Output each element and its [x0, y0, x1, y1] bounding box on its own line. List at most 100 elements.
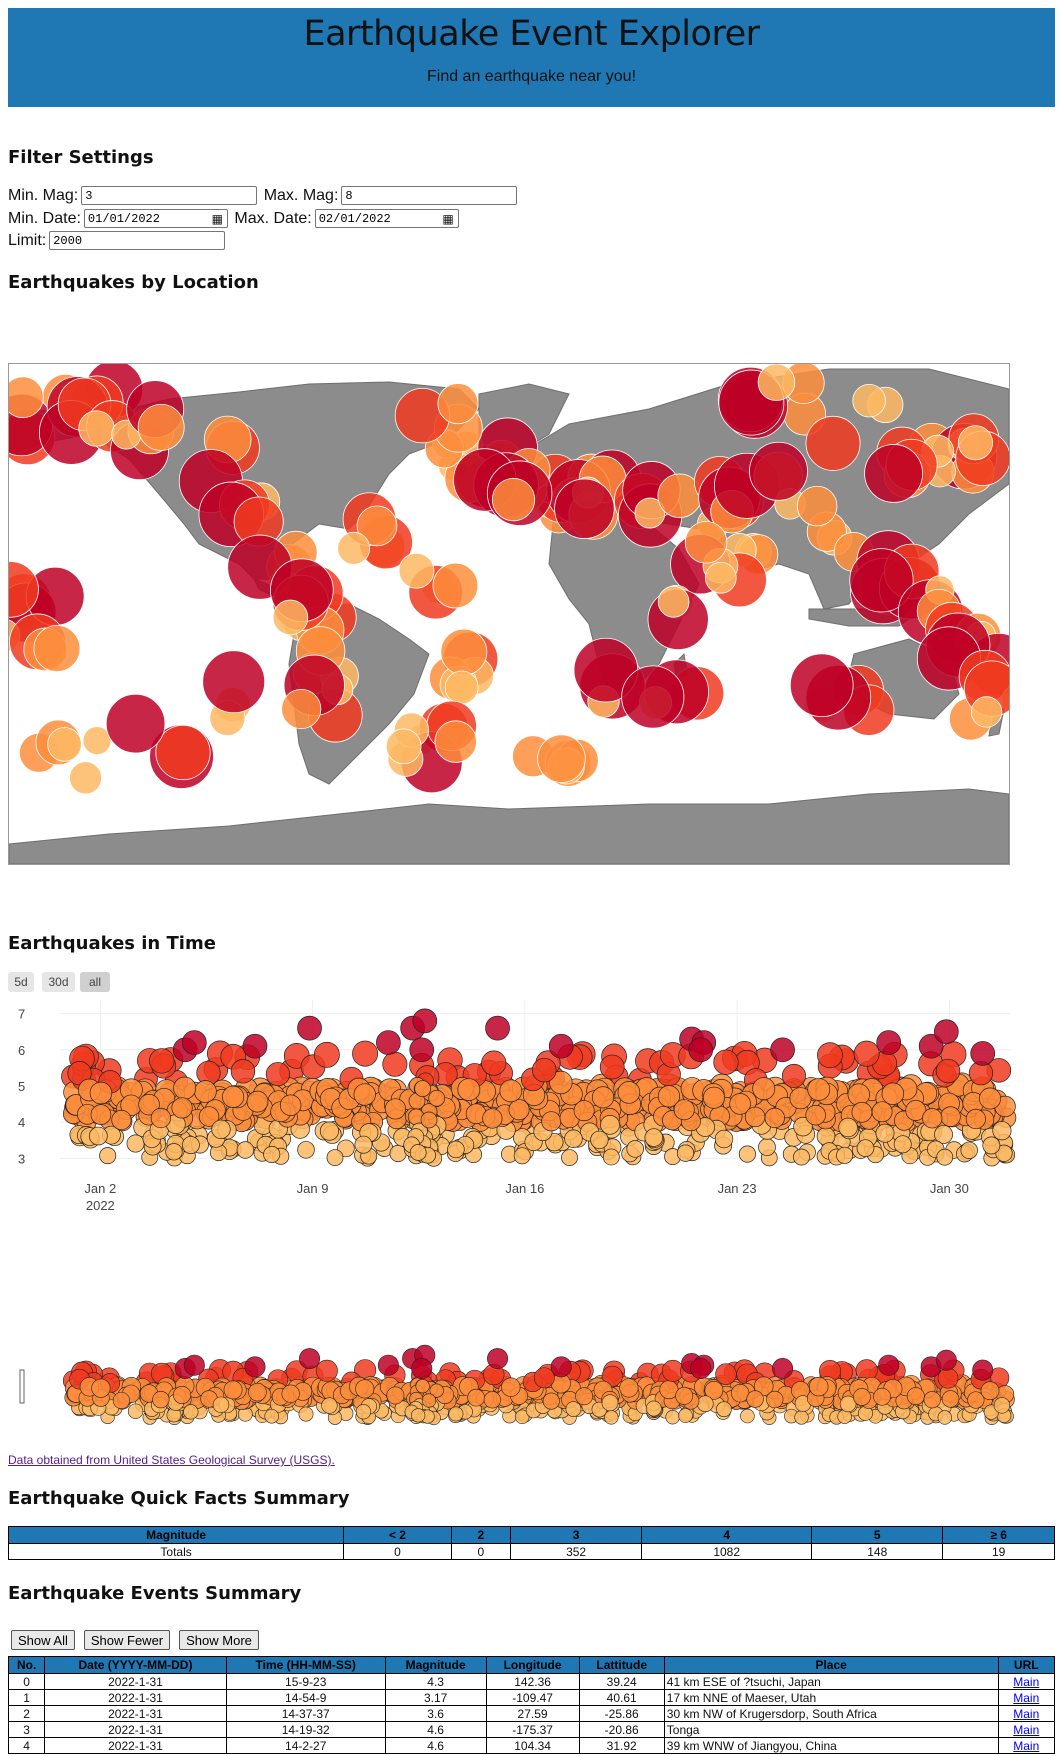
quake-point[interactable]	[673, 1099, 695, 1121]
map-quake-marker[interactable]	[684, 521, 728, 564]
map-quake-marker[interactable]	[337, 531, 371, 565]
quake-point[interactable]	[856, 1139, 875, 1157]
map-quake-marker[interactable]	[9, 376, 44, 419]
map-quake-marker[interactable]	[537, 734, 586, 783]
quake-point[interactable]	[876, 1030, 902, 1055]
quake-point[interactable]	[960, 1141, 978, 1160]
earthquake-map[interactable]	[8, 363, 1010, 865]
quake-point[interactable]	[376, 1030, 401, 1055]
quake-point[interactable]	[995, 1144, 1013, 1162]
quake-point[interactable]	[807, 1078, 831, 1101]
map-quake-marker[interactable]	[789, 653, 854, 718]
quake-point[interactable]	[211, 1119, 231, 1139]
show-all-button[interactable]: Show All	[11, 1630, 75, 1650]
quake-point[interactable]	[713, 1049, 739, 1075]
quake-point[interactable]	[979, 1087, 1002, 1110]
quake-point[interactable]	[851, 1101, 873, 1123]
quake-point[interactable]	[90, 1104, 112, 1125]
map-quake-marker[interactable]	[9, 561, 39, 618]
map-quake-marker[interactable]	[849, 548, 914, 613]
quake-point[interactable]	[881, 1082, 905, 1105]
quake-point[interactable]	[242, 1033, 268, 1059]
quake-point[interactable]	[590, 1130, 609, 1150]
quake-point[interactable]	[481, 1050, 507, 1076]
quake-point[interactable]	[428, 1089, 446, 1107]
quake-point[interactable]	[970, 1041, 996, 1066]
quake-point[interactable]	[236, 1141, 255, 1159]
map-quake-marker[interactable]	[155, 724, 211, 781]
map-quake-marker[interactable]	[398, 552, 435, 589]
quake-point[interactable]	[485, 1015, 510, 1041]
quake-point[interactable]	[617, 1081, 641, 1104]
quake-point[interactable]	[230, 1059, 256, 1084]
quake-point[interactable]	[688, 1037, 714, 1063]
quake-point[interactable]	[382, 1051, 408, 1077]
quake-point[interactable]	[564, 1129, 583, 1148]
quake-point[interactable]	[992, 1121, 1012, 1141]
map-quake-marker[interactable]	[796, 485, 838, 527]
quake-point[interactable]	[644, 1128, 664, 1147]
quake-point[interactable]	[89, 1126, 108, 1146]
quake-point[interactable]	[934, 1125, 953, 1144]
map-quake-marker[interactable]	[970, 696, 1003, 728]
map-quake-marker[interactable]	[805, 415, 861, 471]
quake-point[interactable]	[354, 1135, 373, 1154]
quake-point[interactable]	[99, 1147, 117, 1165]
map-quake-marker[interactable]	[621, 665, 685, 729]
quake-point[interactable]	[457, 1078, 481, 1102]
quake-point[interactable]	[714, 1129, 734, 1149]
event-link[interactable]: Main	[1013, 1722, 1040, 1737]
quake-point[interactable]	[513, 1147, 531, 1165]
map-quake-marker[interactable]	[957, 425, 993, 461]
map-quake-marker[interactable]	[757, 364, 796, 401]
map-quake-marker[interactable]	[33, 625, 81, 672]
show-fewer-button[interactable]: Show Fewer	[83, 1630, 171, 1650]
quake-point[interactable]	[764, 1107, 785, 1129]
map-quake-marker[interactable]	[137, 404, 185, 451]
quake-point[interactable]	[150, 1107, 171, 1129]
quake-point[interactable]	[89, 1081, 113, 1105]
quake-point[interactable]	[297, 1015, 322, 1041]
quake-point[interactable]	[936, 1148, 954, 1166]
map-quake-marker[interactable]	[657, 586, 690, 618]
map-quake-marker[interactable]	[69, 761, 103, 795]
map-quake-marker[interactable]	[272, 599, 309, 636]
quake-point[interactable]	[853, 1040, 880, 1067]
map-quake-marker[interactable]	[432, 562, 479, 609]
quake-point[interactable]	[181, 1136, 200, 1154]
quake-point[interactable]	[599, 1054, 625, 1080]
quake-point[interactable]	[313, 1041, 340, 1068]
quake-point[interactable]	[447, 1140, 465, 1159]
quake-point[interactable]	[600, 1115, 620, 1135]
quake-point[interactable]	[194, 1080, 217, 1103]
quake-point[interactable]	[744, 1106, 766, 1128]
quake-point[interactable]	[758, 1138, 776, 1156]
range-button-5d[interactable]: 5d	[8, 972, 34, 992]
quake-point[interactable]	[561, 1149, 578, 1166]
quake-point[interactable]	[265, 1062, 290, 1087]
max-mag-input[interactable]	[341, 186, 518, 205]
quake-point[interactable]	[982, 1136, 1001, 1155]
quake-point[interactable]	[591, 1086, 615, 1109]
quake-point[interactable]	[573, 1100, 595, 1122]
quake-point[interactable]	[138, 1093, 160, 1116]
event-link[interactable]: Main	[1013, 1706, 1040, 1721]
event-link[interactable]: Main	[1013, 1738, 1040, 1753]
map-quake-marker[interactable]	[437, 383, 479, 425]
min-date-input[interactable]	[83, 209, 228, 228]
quake-point[interactable]	[838, 1117, 858, 1138]
quake-point[interactable]	[222, 1085, 245, 1108]
quake-point[interactable]	[263, 1145, 281, 1163]
quake-point[interactable]	[729, 1093, 751, 1115]
quake-point[interactable]	[409, 1144, 427, 1161]
map-quake-marker[interactable]	[47, 727, 82, 762]
map-quake-marker[interactable]	[281, 688, 322, 730]
map-quake-marker[interactable]	[634, 497, 666, 529]
max-date-input[interactable]	[314, 209, 459, 228]
quake-point[interactable]	[541, 1111, 562, 1132]
quake-point[interactable]	[752, 1077, 776, 1101]
show-more-button[interactable]: Show More	[179, 1630, 259, 1650]
quake-point[interactable]	[805, 1104, 826, 1126]
quake-point[interactable]	[871, 1101, 893, 1123]
quake-point[interactable]	[384, 1098, 406, 1120]
